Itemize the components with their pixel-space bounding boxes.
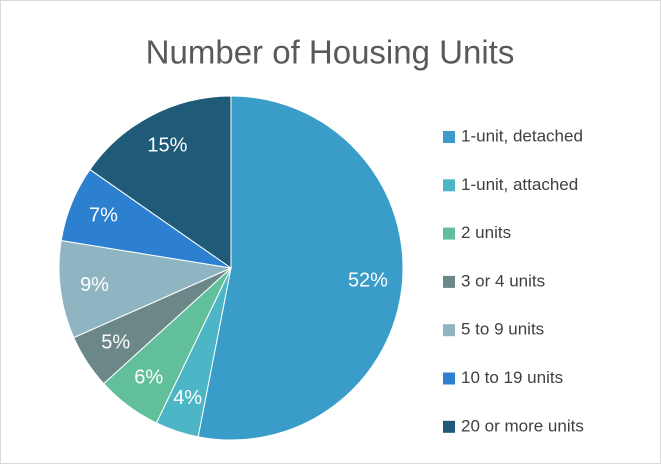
legend-label: 5 to 9 units xyxy=(461,320,544,339)
legend-label: 3 or 4 units xyxy=(461,271,545,290)
legend-swatch xyxy=(443,372,455,385)
legend-swatch xyxy=(443,275,455,288)
legend-swatch xyxy=(443,227,455,240)
legend-label: 2 units xyxy=(461,223,511,242)
data-label: 4% xyxy=(173,387,202,409)
data-label: 7% xyxy=(89,205,118,227)
data-label: 52% xyxy=(348,269,388,291)
legend-label: 1-unit, detached xyxy=(461,126,583,145)
legend-swatch xyxy=(443,131,455,143)
legend-swatch xyxy=(443,420,455,433)
legend-label: 1-unit, attached xyxy=(461,175,578,194)
pie-slice xyxy=(89,95,232,269)
legend-label: 10 to 19 units xyxy=(461,368,563,387)
data-label: 15% xyxy=(147,134,187,156)
legend-swatch xyxy=(443,324,455,337)
legend-swatch xyxy=(443,179,455,192)
legend-label: 20 or more units xyxy=(461,416,584,435)
chart-title: Number of Housing Units xyxy=(146,34,515,71)
data-label: 5% xyxy=(101,331,130,353)
pie-slice xyxy=(58,239,233,339)
data-label: 9% xyxy=(80,274,109,296)
data-label: 6% xyxy=(134,367,163,389)
pie-slice xyxy=(197,95,404,441)
